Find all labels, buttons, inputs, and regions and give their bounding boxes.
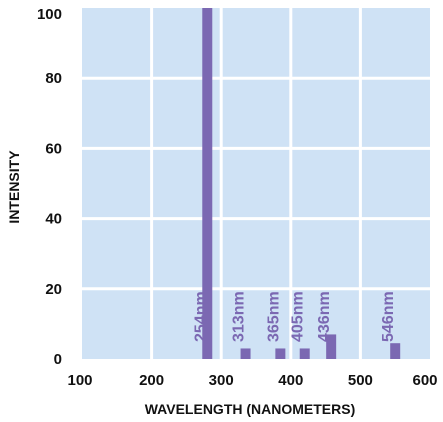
y-tick-label: 60 (45, 140, 62, 157)
x-axis-ticks: 100 200 300 400 500 600 (67, 372, 437, 389)
bar-wavelength-label: 313nm (231, 291, 248, 342)
spectral-line-bar (275, 348, 286, 359)
bar-wavelength-label: 546nm (380, 291, 397, 342)
y-tick-label: 40 (45, 211, 62, 228)
bar-wavelength-label: 436nm (316, 291, 333, 342)
bar-wavelength-label: 365nm (265, 291, 282, 342)
x-tick-label: 500 (348, 372, 373, 389)
y-tick-label: 80 (45, 70, 62, 87)
grid (82, 8, 430, 359)
plot-area (82, 8, 430, 359)
y-tick-label: 0 (54, 351, 62, 368)
spectral-line-bar (202, 8, 213, 359)
x-tick-label: 100 (67, 372, 92, 389)
x-tick-label: 600 (412, 372, 437, 389)
spectral-line-bar (299, 348, 310, 359)
x-tick-label: 200 (139, 372, 164, 389)
bar-wavelength-label: 254nm (192, 291, 209, 342)
spectral-line-bar (390, 343, 401, 359)
y-tick-label: 20 (45, 281, 62, 298)
x-axis-title: WAVELENGTH (NANOMETERS) (145, 401, 356, 417)
bar-labels: 254nm 313nm 365nm 405nm 436nm 546nm (192, 291, 397, 342)
y-axis-title: INTENSITY (6, 150, 22, 224)
bars (202, 8, 401, 359)
bar-wavelength-label: 405nm (290, 291, 307, 342)
x-tick-label: 400 (278, 372, 303, 389)
x-tick-label: 300 (209, 372, 234, 389)
y-axis-ticks: 0 20 40 60 80 100 (37, 6, 62, 368)
spectral-line-bar (240, 348, 251, 359)
spectral-line-bar (326, 334, 337, 359)
y-tick-label: 100 (37, 6, 62, 23)
